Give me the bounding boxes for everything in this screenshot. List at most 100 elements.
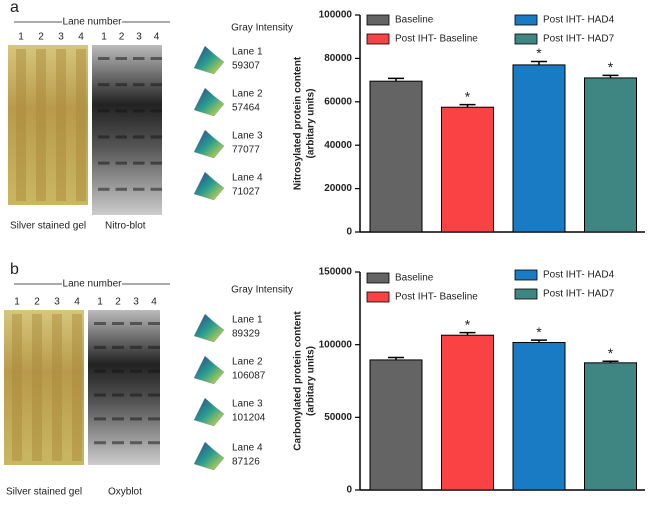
blot-band	[133, 135, 145, 139]
blot-band	[115, 135, 127, 139]
lane-number: 2	[119, 32, 125, 43]
gel-lane	[36, 49, 46, 201]
legend-label: Baseline	[395, 15, 434, 26]
lane-value: 101204	[232, 413, 266, 424]
lane-number: 3	[54, 297, 60, 308]
bar	[584, 77, 637, 233]
blot-band	[150, 135, 162, 139]
error-bar	[602, 360, 619, 363]
significance: *	[536, 324, 542, 340]
gel-lane	[76, 49, 86, 201]
blot-band	[150, 83, 162, 87]
blot-band	[133, 187, 145, 191]
significance: *	[608, 59, 614, 75]
significance: *	[608, 345, 614, 361]
blot-band	[130, 345, 142, 349]
blot-band	[148, 369, 160, 373]
blot-band	[150, 161, 162, 165]
legend-label: Baseline	[395, 273, 434, 284]
lane-name: Lane 2	[232, 357, 263, 368]
blot-band	[112, 345, 124, 349]
intensity-icon	[193, 441, 225, 471]
lane-name: Lane 4	[232, 443, 263, 454]
y-tick-label: 100000	[319, 10, 353, 21]
blot-band	[148, 393, 160, 397]
blot-band	[148, 345, 160, 349]
lane-number: 3	[133, 297, 139, 308]
legend-swatch	[514, 288, 538, 300]
legend-label: Post IHT- HAD7	[543, 289, 615, 300]
error-bar	[388, 77, 404, 82]
blot-band	[98, 187, 110, 191]
blot-band	[112, 417, 124, 421]
intensity-icon	[193, 45, 225, 75]
intensity-icon	[193, 87, 225, 117]
lane-number: 4	[74, 297, 80, 308]
y-axis-label: (arbitary units)	[306, 88, 317, 158]
blot-band	[133, 109, 145, 113]
lane-number: 2	[115, 297, 121, 308]
y-axis-label: Carbonylated protein content	[293, 311, 304, 451]
intensity-icon	[193, 129, 225, 159]
legend-swatch	[366, 291, 390, 303]
blot-band	[115, 57, 127, 60]
bar	[512, 64, 566, 233]
blot-band	[150, 187, 162, 191]
blot-band	[112, 393, 124, 397]
blot-band	[115, 83, 127, 87]
caption: Silver stained gel	[10, 221, 86, 232]
legend-label: Post IHT- HAD4	[543, 15, 615, 26]
lane-name: Lane 3	[232, 131, 263, 142]
legend-swatch	[366, 272, 390, 284]
caption: Oxyblot	[108, 487, 142, 498]
gel-lane	[32, 314, 42, 461]
lane-value: 89329	[232, 329, 260, 340]
blot-band	[94, 417, 106, 421]
bar	[441, 334, 494, 491]
blot-band	[150, 109, 162, 113]
blot-band	[98, 83, 110, 87]
intensity-icon	[193, 355, 225, 385]
y-tick-label: 20000	[324, 183, 352, 194]
blot-band	[98, 135, 110, 139]
blot-band	[130, 369, 142, 373]
lane-number: 1	[101, 32, 107, 43]
lane-name: Lane 1	[232, 315, 263, 326]
lane-header: Lane number	[63, 279, 123, 290]
y-axis-label: (arbitary units)	[306, 346, 317, 416]
lane-header: Lane number	[63, 17, 123, 28]
blot-band	[98, 57, 110, 60]
bar	[441, 106, 494, 233]
error-bar	[531, 339, 547, 343]
error-bar	[459, 103, 476, 108]
significance: *	[536, 45, 542, 61]
y-tick-label: 60000	[324, 96, 352, 107]
lane-number: 4	[151, 297, 157, 308]
blot-band	[148, 441, 160, 445]
lane-number: 2	[34, 297, 40, 308]
lane-name: Lane 2	[232, 89, 263, 100]
gel-lane	[16, 49, 26, 201]
blot-band	[148, 417, 160, 421]
lane-value: 77077	[232, 145, 260, 156]
y-tick-label: 150000	[319, 267, 353, 278]
legend-swatch	[366, 33, 390, 45]
error-bar	[602, 74, 619, 78]
blot-band	[150, 57, 162, 60]
blot-band	[94, 441, 106, 445]
blot-band	[94, 369, 106, 373]
lane-number: 4	[78, 32, 84, 43]
blot-band	[115, 161, 127, 165]
error-bar	[459, 331, 476, 336]
legend-label: Post IHT- Baseline	[395, 34, 478, 45]
bar	[369, 80, 423, 233]
legend-label: Post IHT- HAD7	[543, 34, 615, 45]
blot-band	[133, 161, 145, 165]
caption: Nitro-blot	[105, 221, 146, 232]
intensity-icon	[193, 397, 225, 427]
blot-image	[92, 45, 162, 215]
lane-number: 3	[58, 32, 64, 43]
panel-label: b	[10, 261, 19, 278]
